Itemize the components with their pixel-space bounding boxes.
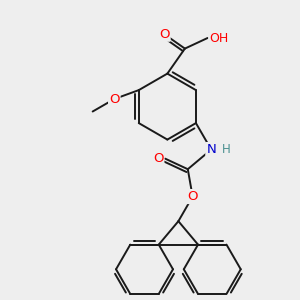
Text: O: O: [188, 190, 198, 203]
Text: O: O: [109, 92, 120, 106]
Text: N: N: [206, 143, 216, 156]
Text: O: O: [159, 28, 170, 41]
Text: O: O: [153, 152, 164, 165]
Text: H: H: [222, 143, 231, 156]
Text: OH: OH: [209, 32, 229, 44]
